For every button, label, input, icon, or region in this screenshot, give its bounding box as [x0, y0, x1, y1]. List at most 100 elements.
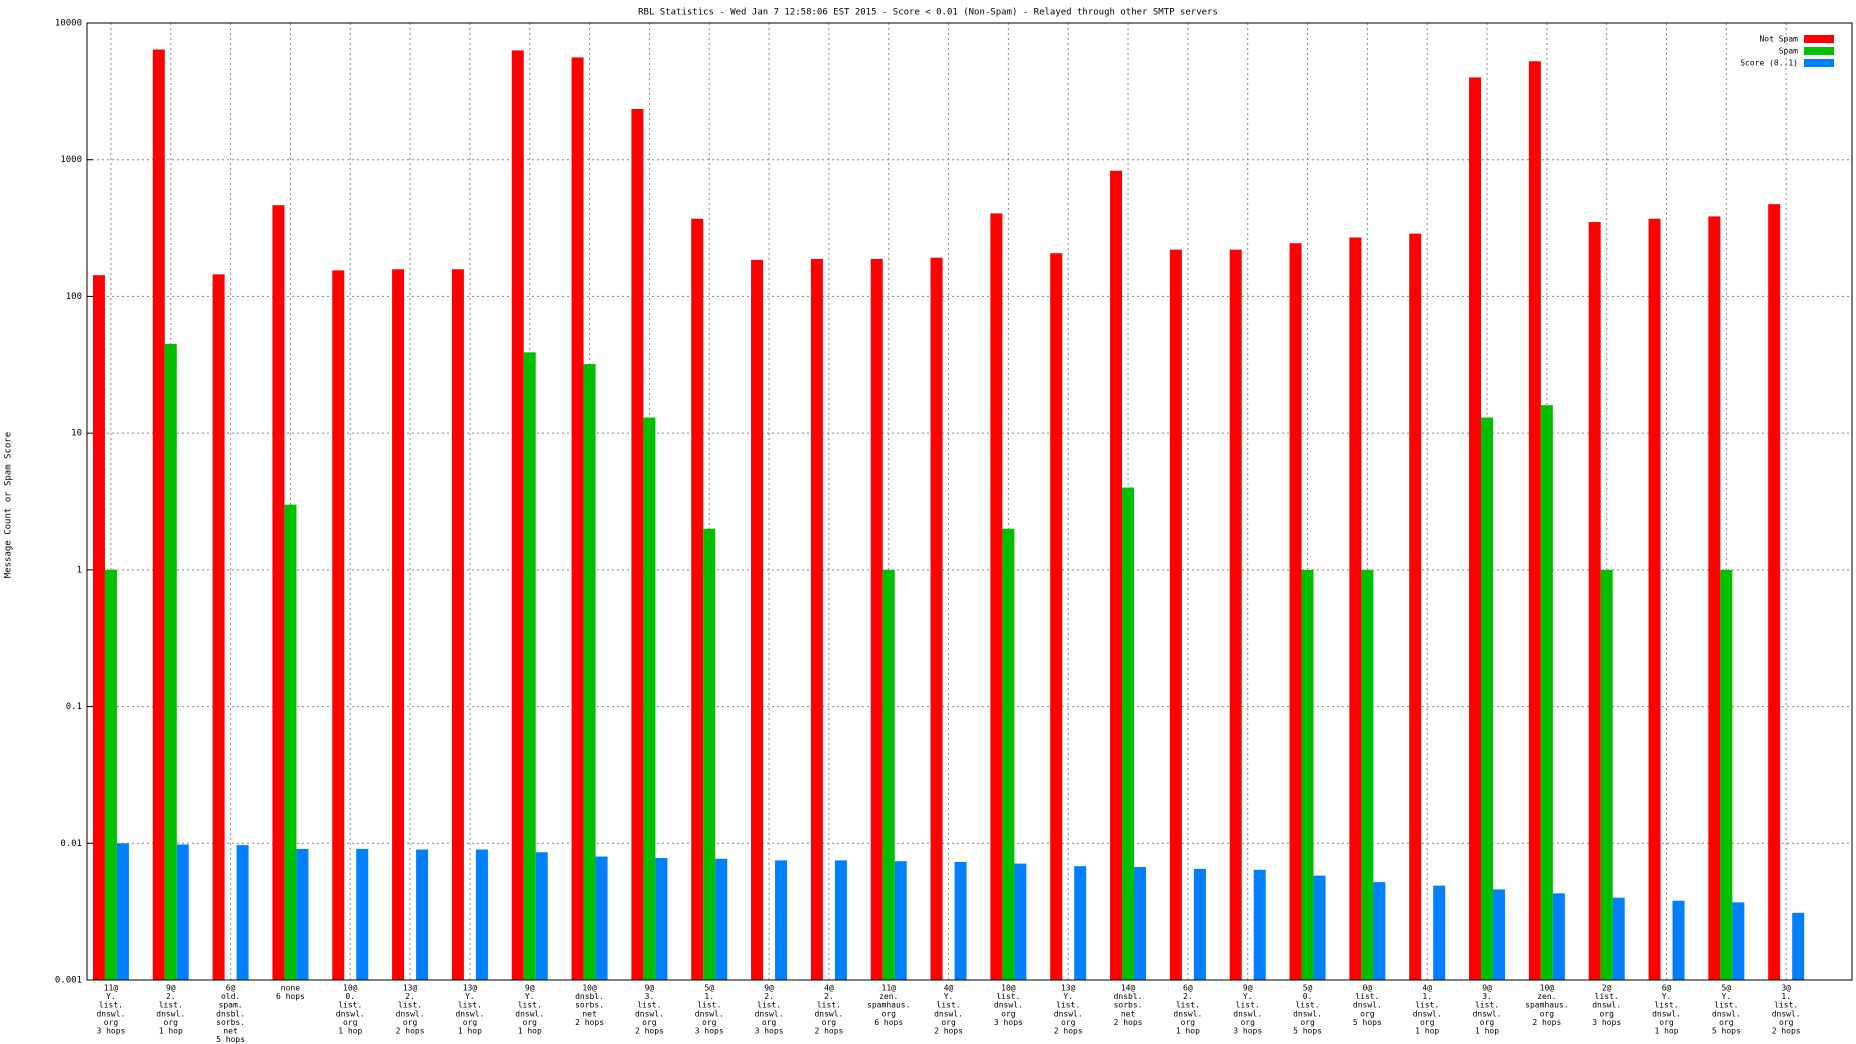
- x-tick-label: org: [1360, 1009, 1375, 1018]
- x-tick-label: 9@: [1243, 984, 1253, 993]
- bar: [894, 861, 907, 980]
- x-tick-label: org: [1300, 1018, 1315, 1027]
- x-tick-label: 3 hops: [695, 1027, 724, 1036]
- x-tick-label: dnswl.: [994, 1001, 1023, 1010]
- bar: [152, 49, 165, 980]
- bar: [1014, 863, 1027, 980]
- x-tick-label: net: [1121, 1009, 1136, 1018]
- x-tick-label: 3 hops: [994, 1018, 1023, 1027]
- bar: [1792, 912, 1805, 980]
- bar: [1768, 204, 1781, 980]
- x-tick-label: 11@: [104, 984, 119, 993]
- x-tick-label: org: [1420, 1018, 1435, 1027]
- y-tick-label: 0.01: [60, 839, 82, 849]
- bar: [451, 269, 464, 981]
- legend-swatch: [1804, 47, 1834, 55]
- x-tick-label: 4@: [1422, 984, 1432, 993]
- y-tick-label: 1: [77, 565, 82, 575]
- bar: [475, 849, 488, 980]
- x-tick-label: spamhaus.: [867, 1001, 910, 1010]
- bar: [595, 856, 608, 980]
- x-tick-label: list.: [1236, 1001, 1260, 1010]
- bar: [643, 417, 656, 980]
- x-tick-label: 4@: [824, 984, 834, 993]
- x-tick-label: dnswl.: [1712, 1009, 1741, 1018]
- x-tick-label: 1.: [1422, 992, 1432, 1001]
- x-tick-label: 5 hops: [1353, 1018, 1382, 1027]
- bar: [1050, 253, 1063, 981]
- x-tick-label: 10@: [582, 984, 597, 993]
- x-tick-label: 6 hops: [276, 992, 305, 1001]
- x-tick-label: list.: [1475, 1001, 1499, 1010]
- x-tick-label: dnswl.: [1592, 1001, 1621, 1010]
- bar: [1122, 487, 1135, 980]
- x-tick-label: dnswl.: [934, 1009, 963, 1018]
- bar: [1528, 61, 1541, 980]
- x-tick-label: 2 hops: [575, 1018, 604, 1027]
- x-tick-label: list.: [1774, 1001, 1798, 1010]
- x-tick-label: 3 hops: [1233, 1027, 1262, 1036]
- x-tick-label: dnswl.: [1173, 1009, 1202, 1018]
- x-tick-label: 6 hops: [874, 1018, 903, 1027]
- bar: [392, 269, 405, 981]
- bar: [1588, 222, 1601, 980]
- x-tick-label: list.: [1714, 1001, 1738, 1010]
- bar: [1612, 897, 1625, 980]
- y-axis-label: Message Count or Spam Score: [4, 432, 14, 578]
- x-tick-label: 5@: [1722, 984, 1732, 993]
- x-tick-label: list.: [937, 1001, 961, 1010]
- x-tick-label: 13@: [463, 984, 478, 993]
- x-tick-label: none: [281, 984, 300, 993]
- x-tick-label: 1 hop: [338, 1027, 362, 1036]
- x-tick-label: org: [762, 1018, 777, 1027]
- x-tick-label: Y.: [1063, 992, 1073, 1001]
- bar: [1720, 569, 1733, 980]
- x-tick-label: org: [1779, 1018, 1794, 1027]
- x-tick-label: dnswl.: [814, 1009, 843, 1018]
- x-tick-label: list.: [1056, 1001, 1080, 1010]
- x-tick-label: dnswl.: [1772, 1009, 1801, 1018]
- x-tick-label: dnsbl.: [1114, 992, 1143, 1001]
- x-tick-label: 2.: [166, 992, 176, 1001]
- x-tick-label: 6@: [226, 984, 236, 993]
- bar: [332, 270, 345, 981]
- bar: [1600, 569, 1613, 980]
- bar: [416, 849, 429, 980]
- chart-title: RBL Statistics - Wed Jan 7 12:58:06 EST …: [638, 8, 1218, 18]
- x-tick-label: 6@: [1183, 984, 1193, 993]
- plot-frame: [86, 22, 1853, 981]
- x-tick-label: 10@: [1001, 984, 1016, 993]
- bar: [1301, 569, 1314, 980]
- x-tick-label: org: [1659, 1018, 1674, 1027]
- x-tick-label: spam.: [219, 1001, 243, 1010]
- x-tick-label: dnswl.: [1652, 1009, 1681, 1018]
- y-tick-label: 10: [71, 429, 82, 439]
- bar: [511, 50, 524, 981]
- x-tick-label: zen.: [1537, 992, 1556, 1001]
- x-tick-label: 1 hop: [518, 1027, 542, 1036]
- x-tick-label: 9@: [525, 984, 535, 993]
- x-tick-label: org: [882, 1009, 897, 1018]
- bar: [882, 569, 895, 980]
- x-tick-label: dnsbl.: [575, 992, 604, 1001]
- x-tick-label: zen.: [879, 992, 898, 1001]
- x-tick-label: 2 hops: [1532, 1018, 1561, 1027]
- bar: [1313, 875, 1326, 980]
- bar: [834, 860, 847, 980]
- x-tick-label: Y.: [465, 992, 475, 1001]
- bar: [1493, 889, 1506, 980]
- x-tick-label: org: [1061, 1018, 1076, 1027]
- x-tick-label: 2.: [764, 992, 774, 1001]
- x-tick-label: 13@: [1061, 984, 1076, 993]
- bar: [212, 274, 225, 980]
- x-tick-label: 6@: [1662, 984, 1672, 993]
- x-tick-label: 5@: [704, 984, 714, 993]
- y-tick-label: 10000: [55, 19, 82, 29]
- x-tick-label: org: [702, 1018, 717, 1027]
- bar: [1134, 867, 1147, 980]
- x-tick-label: dnswl.: [1473, 1009, 1502, 1018]
- x-tick-label: sorbs.: [575, 1001, 604, 1010]
- x-tick-label: list.: [1654, 1001, 1678, 1010]
- bar: [1469, 77, 1482, 981]
- bar: [1708, 216, 1721, 981]
